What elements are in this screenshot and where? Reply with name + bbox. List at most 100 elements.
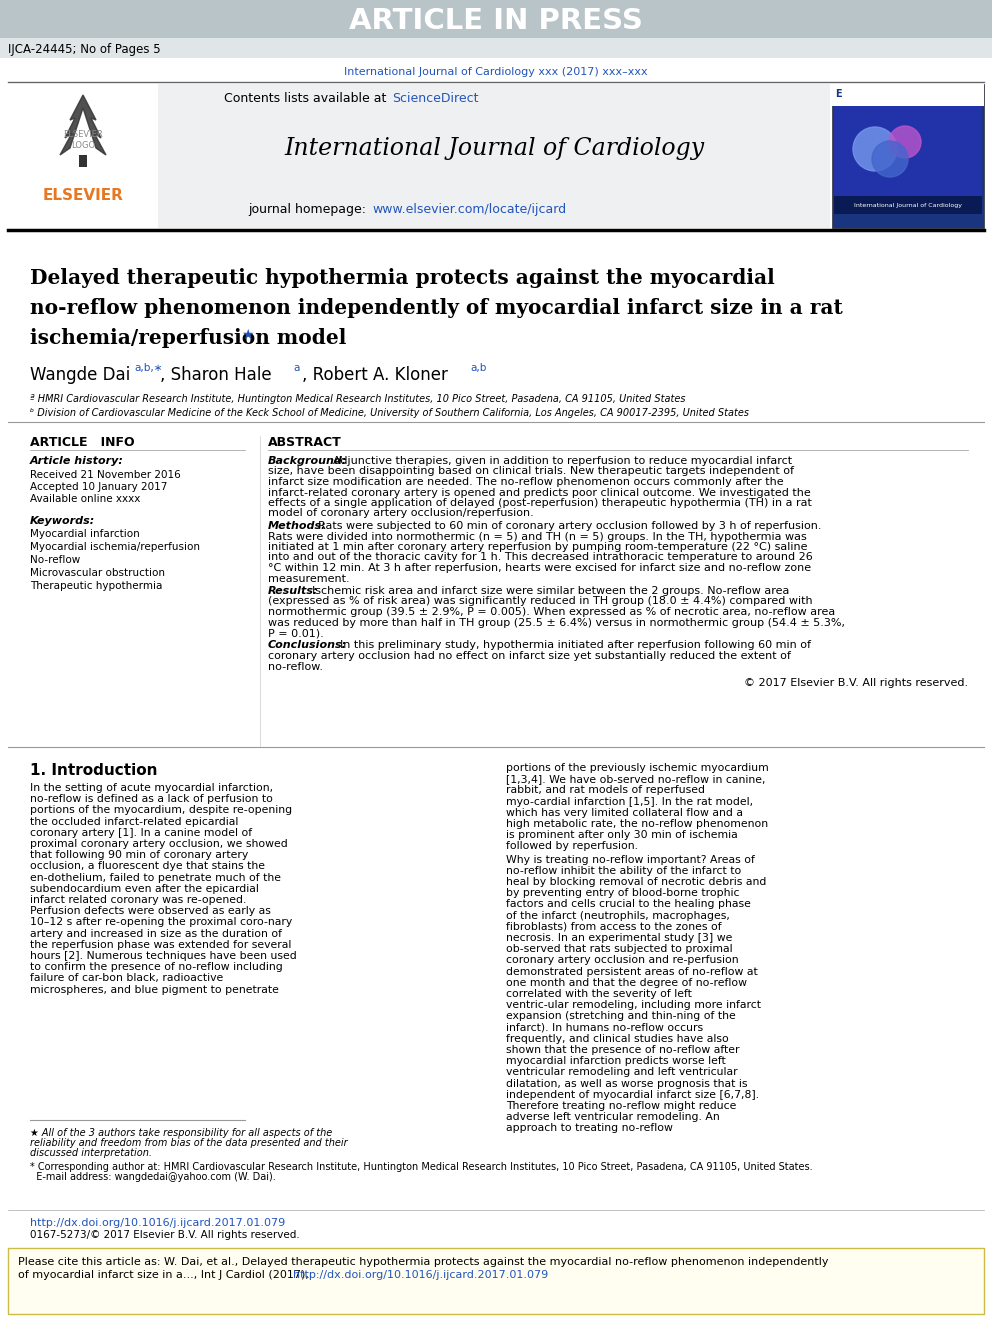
- Bar: [0, 38, 992, 58]
- Text: independent of myocardial infarct size [6,7,8].: independent of myocardial infarct size […: [506, 1090, 759, 1099]
- Text: ª HMRI Cardiovascular Research Institute, Huntington Medical Research Institutes: ª HMRI Cardiovascular Research Institute…: [30, 394, 685, 404]
- Text: Ischemic risk area and infarct size were similar between the 2 groups. No-reflow: Ischemic risk area and infarct size were…: [312, 586, 790, 595]
- Circle shape: [872, 142, 908, 177]
- Circle shape: [853, 127, 897, 171]
- Text: the reperfusion phase was extended for several: the reperfusion phase was extended for s…: [30, 939, 292, 950]
- Text: coronary artery [1]. In a canine model of: coronary artery [1]. In a canine model o…: [30, 828, 252, 837]
- Text: International Journal of Cardiology xxx (2017) xxx–xxx: International Journal of Cardiology xxx …: [344, 67, 648, 77]
- Text: coronary artery occlusion and re-perfusion: coronary artery occlusion and re-perfusi…: [506, 955, 739, 966]
- Text: size, have been disappointing based on clinical trials. New therapeutic targets : size, have been disappointing based on c…: [268, 467, 794, 476]
- Text: fibroblasts) from access to the zones of: fibroblasts) from access to the zones of: [506, 922, 721, 931]
- Text: , Sharon Hale: , Sharon Hale: [160, 366, 272, 384]
- Bar: [8, 1248, 984, 1314]
- Bar: [834, 106, 982, 196]
- Text: high metabolic rate, the no-reflow phenomenon: high metabolic rate, the no-reflow pheno…: [506, 819, 768, 830]
- Text: Myocardial infarction: Myocardial infarction: [30, 529, 140, 538]
- Text: Keywords:: Keywords:: [30, 516, 95, 527]
- Text: (expressed as % of risk area) was significantly reduced in TH group (18.0 ± 4.4%: (expressed as % of risk area) was signif…: [268, 597, 812, 606]
- Text: reliability and freedom from bias of the data presented and their: reliability and freedom from bias of the…: [30, 1138, 347, 1148]
- Text: ★: ★: [241, 328, 253, 343]
- Text: Delayed therapeutic hypothermia protects against the myocardial: Delayed therapeutic hypothermia protects…: [30, 269, 775, 288]
- Text: Conclusions:: Conclusions:: [268, 640, 347, 651]
- Text: no-reflow is defined as a lack of perfusion to: no-reflow is defined as a lack of perfus…: [30, 794, 273, 804]
- Text: infarct size modification are needed. The no-reflow phenomenon occurs commonly a: infarct size modification are needed. Th…: [268, 478, 784, 487]
- Text: © 2017 Elsevier B.V. All rights reserved.: © 2017 Elsevier B.V. All rights reserved…: [744, 677, 968, 688]
- Text: Rats were subjected to 60 min of coronary artery occlusion followed by 3 h of re: Rats were subjected to 60 min of coronar…: [318, 521, 821, 531]
- Text: ELSEVIER
LOGO: ELSEVIER LOGO: [63, 130, 103, 149]
- Text: followed by reperfusion.: followed by reperfusion.: [506, 841, 638, 852]
- Bar: [832, 83, 984, 228]
- Text: of the infarct (neutrophils, macrophages,: of the infarct (neutrophils, macrophages…: [506, 910, 730, 921]
- Text: E-mail address: wangdedai@yahoo.com (W. Dai).: E-mail address: wangdedai@yahoo.com (W. …: [30, 1172, 276, 1181]
- Text: Article history:: Article history:: [30, 456, 124, 466]
- Text: ischemia/reperfusion model: ischemia/reperfusion model: [30, 328, 346, 348]
- Text: coronary artery occlusion had no effect on infarct size yet substantially reduce: coronary artery occlusion had no effect …: [268, 651, 791, 662]
- Text: http://dx.doi.org/10.1016/j.ijcard.2017.01.079: http://dx.doi.org/10.1016/j.ijcard.2017.…: [294, 1270, 549, 1279]
- Polygon shape: [60, 95, 106, 155]
- Text: en-dothelium, failed to penetrate much of the: en-dothelium, failed to penetrate much o…: [30, 873, 281, 882]
- Text: approach to treating no-reflow: approach to treating no-reflow: [506, 1123, 673, 1134]
- Text: a,b: a,b: [470, 363, 486, 373]
- Text: ventric-ular remodeling, including more infarct: ventric-ular remodeling, including more …: [506, 1000, 761, 1011]
- Text: No-reflow: No-reflow: [30, 556, 80, 565]
- Text: hours [2]. Numerous techniques have been used: hours [2]. Numerous techniques have been…: [30, 951, 297, 960]
- Text: Received 21 November 2016: Received 21 November 2016: [30, 470, 181, 480]
- Text: ARTICLE   INFO: ARTICLE INFO: [30, 437, 135, 448]
- Text: which has very limited collateral flow and a: which has very limited collateral flow a…: [506, 808, 743, 818]
- Text: normothermic group (39.5 ± 2.9%, P = 0.005). When expressed as % of necrotic are: normothermic group (39.5 ± 2.9%, P = 0.0…: [268, 607, 835, 617]
- Text: °C within 12 min. At 3 h after reperfusion, hearts were excised for infarct size: °C within 12 min. At 3 h after reperfusi…: [268, 564, 811, 573]
- Text: is prominent after only 30 min of ischemia: is prominent after only 30 min of ischem…: [506, 831, 738, 840]
- Text: was reduced by more than half in TH group (25.5 ± 6.4%) versus in normothermic g: was reduced by more than half in TH grou…: [268, 618, 845, 627]
- Text: heal by blocking removal of necrotic debris and: heal by blocking removal of necrotic deb…: [506, 877, 767, 886]
- Text: Microvascular obstruction: Microvascular obstruction: [30, 568, 165, 578]
- Text: Rats were divided into normothermic (n = 5) and TH (n = 5) groups. In the TH, hy: Rats were divided into normothermic (n =…: [268, 532, 806, 541]
- Bar: [8, 83, 158, 228]
- Text: ob-served that rats subjected to proximal: ob-served that rats subjected to proxima…: [506, 945, 733, 954]
- Text: of myocardial infarct size in a..., Int J Cardiol (2017),: of myocardial infarct size in a..., Int …: [18, 1270, 312, 1279]
- Text: infarct related coronary was re-opened.: infarct related coronary was re-opened.: [30, 894, 246, 905]
- Text: 0167-5273/© 2017 Elsevier B.V. All rights reserved.: 0167-5273/© 2017 Elsevier B.V. All right…: [30, 1230, 300, 1240]
- Text: www.elsevier.com/locate/ijcard: www.elsevier.com/locate/ijcard: [372, 204, 566, 217]
- Text: rabbit, and rat models of reperfused: rabbit, and rat models of reperfused: [506, 786, 705, 795]
- Text: microspheres, and blue pigment to penetrate: microspheres, and blue pigment to penetr…: [30, 984, 279, 995]
- Text: Therefore treating no-reflow might reduce: Therefore treating no-reflow might reduc…: [506, 1101, 736, 1111]
- Text: expansion (stretching and thin-ning of the: expansion (stretching and thin-ning of t…: [506, 1011, 736, 1021]
- Text: Please cite this article as: W. Dai, et al., Delayed therapeutic hypothermia pro: Please cite this article as: W. Dai, et …: [18, 1257, 828, 1267]
- Text: [1,3,4]. We have ob-served no-reflow in canine,: [1,3,4]. We have ob-served no-reflow in …: [506, 774, 766, 785]
- Text: no-reflow.: no-reflow.: [268, 662, 323, 672]
- Text: myocardial infarction predicts worse left: myocardial infarction predicts worse lef…: [506, 1056, 726, 1066]
- Text: , Robert A. Kloner: , Robert A. Kloner: [302, 366, 447, 384]
- Text: frequently, and clinical studies have also: frequently, and clinical studies have al…: [506, 1033, 729, 1044]
- Text: correlated with the severity of left: correlated with the severity of left: [506, 990, 691, 999]
- Text: Available online xxxx: Available online xxxx: [30, 493, 141, 504]
- Text: model of coronary artery occlusion/reperfusion.: model of coronary artery occlusion/reper…: [268, 508, 534, 519]
- Bar: [832, 83, 984, 106]
- Text: Why is treating no-reflow important? Areas of: Why is treating no-reflow important? Are…: [506, 855, 755, 865]
- Text: measurement.: measurement.: [268, 573, 349, 583]
- Text: subendocardium even after the epicardial: subendocardium even after the epicardial: [30, 884, 259, 894]
- Text: failure of car-bon black, radioactive: failure of car-bon black, radioactive: [30, 974, 223, 983]
- Text: occlusion, a fluorescent dye that stains the: occlusion, a fluorescent dye that stains…: [30, 861, 265, 872]
- Circle shape: [889, 126, 921, 157]
- Text: In this preliminary study, hypothermia initiated after reperfusion following 60 : In this preliminary study, hypothermia i…: [340, 640, 811, 651]
- Text: ★ All of the 3 authors take responsibility for all aspects of the: ★ All of the 3 authors take responsibili…: [30, 1129, 332, 1138]
- Text: adverse left ventricular remodeling. An: adverse left ventricular remodeling. An: [506, 1113, 720, 1122]
- Text: factors and cells crucial to the healing phase: factors and cells crucial to the healing…: [506, 900, 751, 909]
- Text: dilatation, as well as worse prognosis that is: dilatation, as well as worse prognosis t…: [506, 1078, 748, 1089]
- Text: necrosis. In an experimental study [3] we: necrosis. In an experimental study [3] w…: [506, 933, 732, 943]
- Text: Perfusion defects were observed as early as: Perfusion defects were observed as early…: [30, 906, 271, 917]
- Text: Background:: Background:: [268, 456, 347, 466]
- Text: P = 0.01).: P = 0.01).: [268, 628, 323, 638]
- Text: Results:: Results:: [268, 586, 318, 595]
- Text: portions of the previously ischemic myocardium: portions of the previously ischemic myoc…: [506, 763, 769, 773]
- Text: Therapeutic hypothermia: Therapeutic hypothermia: [30, 581, 163, 591]
- Text: artery and increased in size as the duration of: artery and increased in size as the dura…: [30, 929, 282, 938]
- Text: ELSEVIER: ELSEVIER: [43, 188, 123, 204]
- Text: a,b,∗: a,b,∗: [134, 363, 163, 373]
- Bar: [0, 0, 992, 38]
- Text: In the setting of acute myocardial infarction,: In the setting of acute myocardial infar…: [30, 783, 273, 792]
- Text: by preventing entry of blood-borne trophic: by preventing entry of blood-borne troph…: [506, 888, 739, 898]
- Text: Accepted 10 January 2017: Accepted 10 January 2017: [30, 482, 168, 492]
- Text: proximal coronary artery occlusion, we showed: proximal coronary artery occlusion, we s…: [30, 839, 288, 849]
- Text: to confirm the presence of no-reflow including: to confirm the presence of no-reflow inc…: [30, 962, 283, 972]
